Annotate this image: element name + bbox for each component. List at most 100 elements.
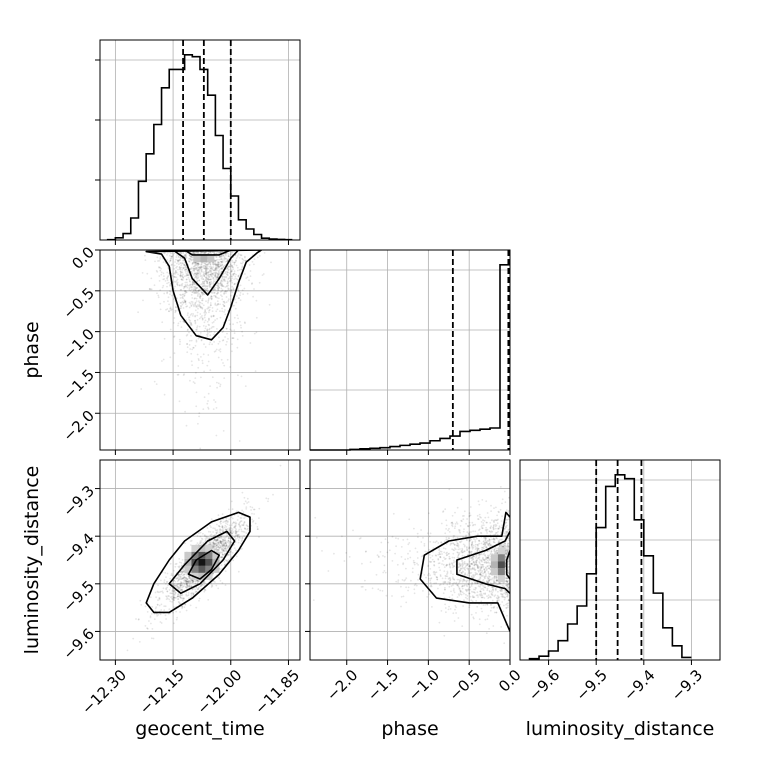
sample-point: [498, 596, 500, 599]
sample-point: [493, 575, 496, 577]
sample-point: [212, 277, 215, 280]
sample-point: [226, 274, 229, 277]
sample-point: [187, 575, 190, 578]
sample-point: [223, 279, 226, 282]
sample-point: [184, 603, 187, 606]
sample-point: [184, 410, 187, 413]
sample-point: [196, 535, 199, 537]
sample-point: [507, 559, 510, 561]
sample-point: [210, 272, 213, 275]
sample-point: [210, 267, 213, 270]
sample-point: [175, 306, 177, 308]
sample-point: [182, 573, 185, 576]
sample-point: [216, 291, 219, 294]
sample-point: [505, 606, 508, 609]
sample-point: [472, 617, 475, 620]
sample-point: [397, 537, 400, 540]
sample-point: [459, 591, 462, 594]
sample-point: [243, 521, 246, 524]
sample-point: [506, 549, 509, 552]
sample-point: [194, 263, 197, 266]
sample-point: [205, 277, 207, 279]
sample-point: [478, 513, 481, 516]
sample-point: [233, 526, 236, 528]
sample-point: [492, 606, 495, 609]
sample-point: [479, 568, 482, 570]
sample-point: [173, 584, 176, 587]
sample-point: [218, 540, 221, 543]
sample-point: [166, 271, 169, 274]
sample-point: [204, 319, 207, 322]
sample-point: [221, 258, 224, 261]
sample-point: [484, 516, 487, 519]
sample-point: [192, 251, 195, 254]
sample-point: [179, 584, 182, 587]
sample-point: [186, 585, 189, 587]
sample-point: [159, 269, 162, 272]
sample-point: [169, 356, 172, 359]
sample-point: [251, 518, 254, 521]
sample-point: [220, 556, 223, 559]
sample-point: [496, 522, 499, 525]
sample-point: [222, 518, 224, 521]
sample-point: [466, 585, 468, 588]
sample-point: [222, 330, 225, 333]
sample-point: [195, 276, 197, 278]
sample-point: [183, 299, 186, 301]
sample-point: [505, 555, 508, 558]
sample-point: [464, 596, 467, 599]
sample-point: [434, 571, 437, 574]
sample-point: [214, 275, 216, 278]
sample-point: [184, 577, 187, 579]
sample-point: [504, 552, 507, 554]
sample-point: [498, 511, 500, 514]
sample-point: [189, 258, 192, 260]
sample-point: [207, 360, 210, 363]
sample-point: [217, 288, 220, 291]
sample-point: [204, 267, 206, 270]
sample-point: [180, 594, 183, 597]
sample-point: [497, 596, 500, 598]
sample-point: [208, 317, 210, 320]
sample-point: [230, 289, 233, 291]
sample-point: [214, 529, 217, 531]
sample-point: [234, 532, 237, 534]
sample-point: [493, 581, 495, 584]
sample-point: [186, 581, 189, 584]
sample-point: [191, 592, 193, 594]
sample-point: [475, 599, 478, 602]
sample-point: [202, 284, 205, 287]
sample-point: [236, 534, 239, 537]
sample-point: [186, 583, 189, 586]
sample-point: [230, 531, 233, 534]
sample-point: [225, 276, 228, 279]
sample-point: [505, 607, 508, 609]
sample-point: [492, 538, 495, 541]
sample-point: [414, 583, 417, 585]
sample-point: [505, 552, 508, 555]
sample-point: [137, 618, 140, 620]
sample-point: [207, 277, 210, 280]
sample-point: [213, 341, 216, 343]
sample-point: [218, 542, 221, 545]
sample-point: [235, 530, 237, 533]
sample-point: [217, 289, 220, 292]
sample-point: [219, 535, 222, 538]
sample-point: [400, 605, 402, 608]
sample-point: [185, 583, 188, 585]
sample-point: [219, 282, 222, 285]
sample-point: [484, 554, 487, 557]
sample-point: [234, 541, 237, 544]
sample-point: [383, 570, 386, 572]
sample-point: [481, 564, 483, 566]
sample-point: [195, 391, 198, 394]
sample-point: [226, 545, 229, 548]
sample-point: [197, 276, 200, 279]
sample-point: [219, 260, 222, 263]
sample-point: [175, 281, 177, 283]
sample-point: [180, 305, 183, 308]
sample-point: [207, 273, 210, 275]
sample-point: [165, 595, 168, 597]
histogram-phase: [310, 250, 510, 451]
sample-point: [191, 303, 194, 305]
